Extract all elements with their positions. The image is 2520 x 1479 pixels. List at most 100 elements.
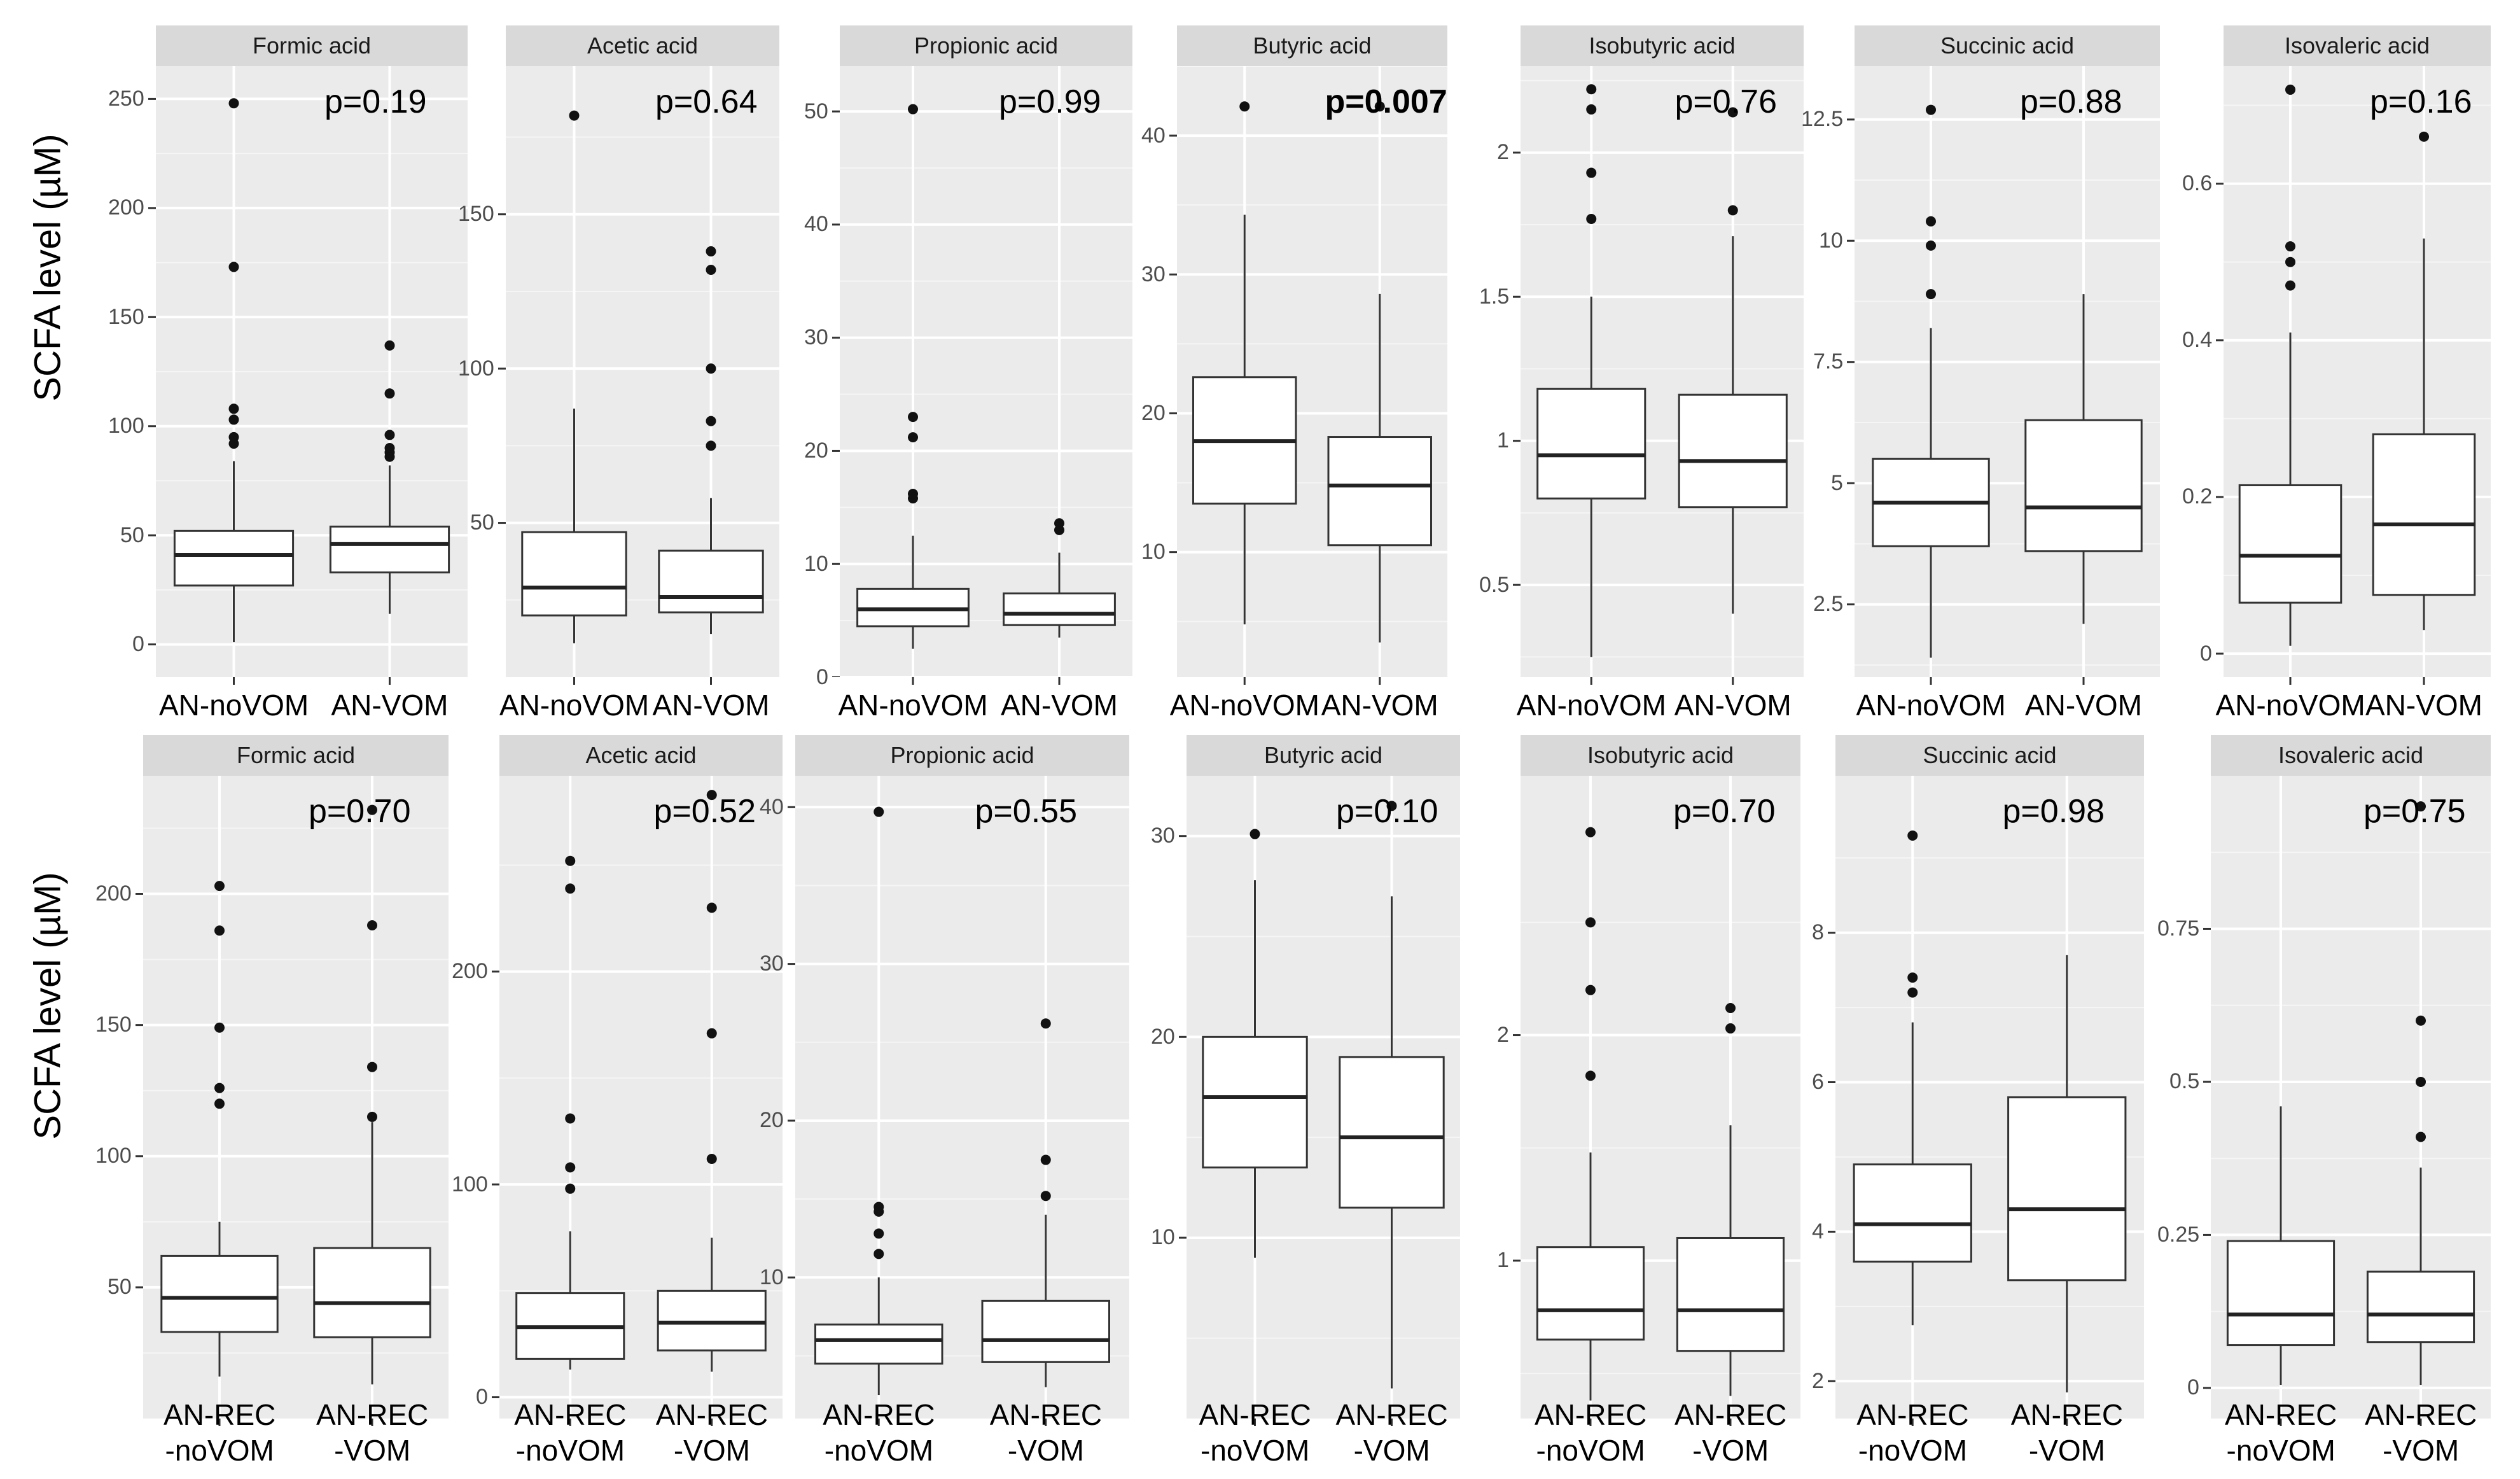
x-tick-label: AN-REC -VOM (2010, 1398, 2124, 1467)
plot-area: p=0.10 (1187, 776, 1460, 1419)
y-tick-label: 0 (2200, 641, 2212, 666)
outlier-point (1926, 289, 1936, 300)
y-tick-label: 0.5 (1479, 572, 1510, 597)
facet-title: Isobutyric acid (1521, 25, 1804, 66)
outlier-point (2416, 1132, 2426, 1142)
outlier-point (2416, 801, 2426, 812)
plot-area: p=0.98 (1835, 776, 2144, 1419)
outlier-point (214, 1022, 225, 1033)
outlier-point (228, 262, 239, 272)
outlier-point (228, 98, 239, 109)
x-tick-label: AN-REC -noVOM (164, 1398, 276, 1467)
y-axis-ticks (1513, 1034, 1521, 1262)
outlier-point (2416, 1076, 2426, 1087)
boxplot-svg (1855, 66, 2160, 677)
facet-panel: Propionic acid p=0.55 (795, 735, 1129, 1419)
y-tick-label: 4 (1812, 1219, 1824, 1244)
outlier-point (706, 790, 717, 801)
y-tick-label: 20 (760, 1108, 784, 1133)
outlier-point (874, 1228, 884, 1239)
y-tick-label: 200 (95, 881, 132, 906)
boxplot-svg (2211, 776, 2491, 1419)
box-iqr (814, 1323, 943, 1365)
x-tick-label: AN-REC -noVOM (2225, 1398, 2337, 1467)
outlier-point (874, 1249, 884, 1259)
outlier-point (706, 902, 717, 913)
outlier-point (908, 432, 918, 443)
y-tick-label: 30 (760, 951, 784, 976)
facet-panel: Formic acid p=0.70 (143, 735, 449, 1419)
y-tick-label: 1 (1497, 1248, 1509, 1273)
y-tick-label: 100 (95, 1144, 132, 1168)
y-tick-label: 8 (1812, 920, 1824, 945)
facet-title: Isovaleric acid (2224, 25, 2491, 66)
x-tick-label: AN-VOM (1321, 689, 1438, 722)
y-tick-label: 40 (804, 212, 828, 237)
facet-title: Succinic acid (1835, 735, 2144, 776)
x-tick-label: AN-REC -noVOM (1535, 1398, 1647, 1467)
outlier-point (1250, 829, 1260, 839)
p-value-label: p=0.70 (1673, 793, 1776, 830)
facet-panel: Butyric acid p=0.10 (1187, 735, 1460, 1419)
x-axis-ticks (2289, 677, 2425, 685)
boxplot-svg (143, 776, 449, 1419)
box-iqr (1536, 388, 1646, 500)
p-value-label: p=0.52 (653, 793, 756, 830)
x-axis-ticks (912, 677, 1061, 685)
outlier-point (706, 440, 716, 451)
facet-panel: Propionic acid p=0.99 (840, 25, 1132, 677)
x-axis-ticks (573, 677, 712, 685)
box-iqr (1202, 1035, 1308, 1168)
box-iqr (2372, 433, 2476, 596)
boxplot-svg (506, 66, 779, 677)
y-tick-label: 50 (804, 99, 828, 123)
x-tick-label: AN-noVOM (838, 689, 988, 722)
y-tick-label: 50 (108, 1275, 132, 1300)
plot-area: p=0.52 (499, 776, 783, 1419)
outlier-point (1727, 205, 1738, 216)
x-axis-ticks (1930, 677, 2085, 685)
x-tick-label: AN-REC -noVOM (514, 1398, 627, 1467)
y-tick-label: 50 (470, 510, 494, 535)
box-iqr (1536, 1246, 1645, 1341)
outlier-point (706, 246, 716, 256)
outlier-point (706, 1153, 717, 1164)
y-tick-label: 40 (1141, 123, 1166, 148)
p-value-label: p=0.99 (999, 83, 1101, 120)
boxplot-svg (1187, 776, 1460, 1419)
y-tick-label: 1 (1497, 428, 1509, 453)
y-tick-label: 10 (1141, 540, 1166, 564)
outlier-point (1054, 518, 1064, 529)
y-axis-ticks (832, 110, 840, 677)
y-tick-label: 30 (804, 325, 828, 350)
outlier-point (908, 104, 918, 115)
outlier-point (2416, 1015, 2426, 1026)
box-iqr (313, 1247, 431, 1338)
outlier-point (1585, 985, 1596, 995)
facet-title: Propionic acid (840, 25, 1132, 66)
p-value-label: p=0.64 (655, 83, 758, 120)
outlier-point (1585, 917, 1596, 928)
facet-title: Formic acid (156, 25, 468, 66)
outlier-point (565, 1183, 576, 1194)
outlier-point (367, 804, 377, 815)
outlier-point (384, 340, 395, 351)
box-iqr (1676, 1237, 1785, 1352)
outlier-point (565, 1113, 576, 1124)
outlier-point (228, 403, 239, 414)
boxplot-svg (795, 776, 1129, 1419)
outlier-point (384, 388, 395, 399)
outlier-point (367, 1111, 377, 1122)
boxplot-svg (156, 66, 468, 677)
outlier-point (1040, 1191, 1051, 1202)
outlier-point (706, 1028, 717, 1039)
outlier-point (1926, 240, 1936, 251)
y-axis-ticks (1513, 151, 1521, 586)
y-tick-label: 50 (120, 522, 144, 547)
x-axis-ticks (1589, 1419, 1732, 1426)
outlier-point (1907, 830, 1918, 841)
facet-title: Isovaleric acid (2211, 735, 2491, 776)
x-axis-ticks (218, 1419, 373, 1426)
box-iqr (329, 525, 450, 573)
y-tick-label: 20 (1151, 1024, 1175, 1049)
